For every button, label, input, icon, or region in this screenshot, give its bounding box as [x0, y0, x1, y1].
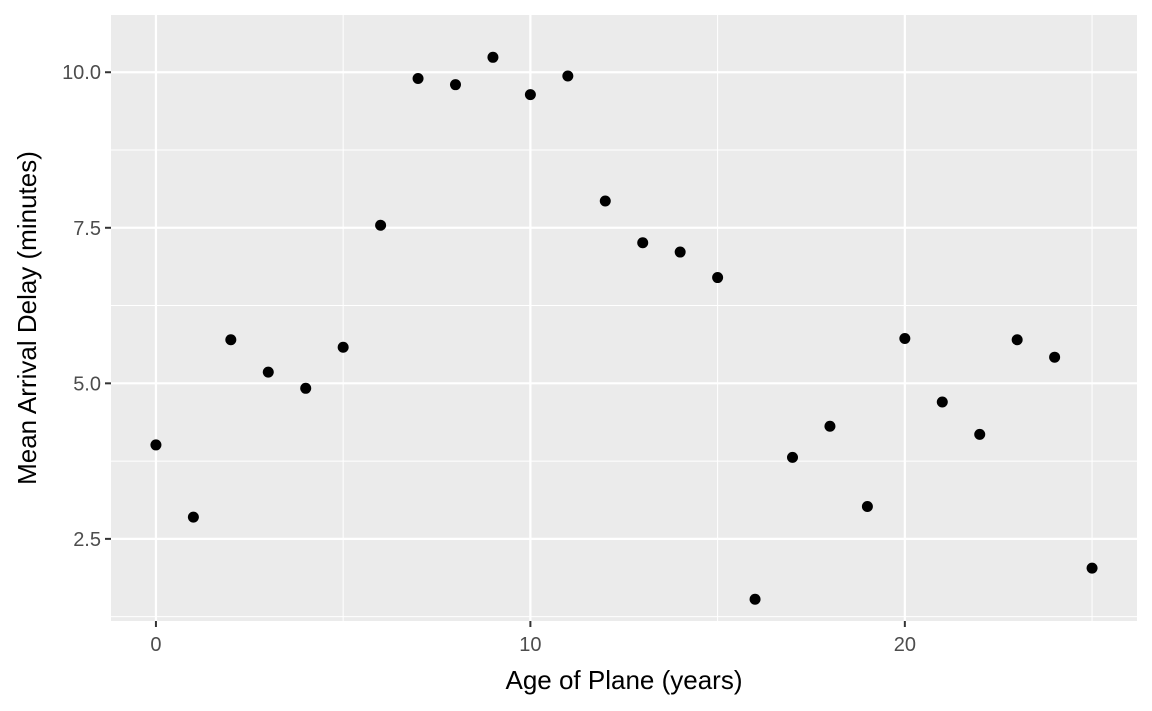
y-tick-label: 2.5	[73, 529, 101, 551]
data-point	[899, 333, 911, 345]
data-point	[225, 334, 237, 346]
y-tick-label: 5.0	[73, 373, 101, 395]
data-point	[187, 511, 199, 523]
data-point	[749, 593, 761, 605]
y-tick-label: 7.5	[73, 218, 101, 240]
data-point	[861, 501, 873, 513]
major-gridlines	[111, 15, 1137, 621]
data-point	[375, 219, 387, 231]
x-axis-title: Age of Plane (years)	[505, 665, 742, 695]
data-points	[150, 51, 1098, 605]
data-point	[599, 195, 611, 207]
data-point	[487, 51, 499, 63]
data-point	[262, 366, 274, 378]
data-point	[524, 89, 536, 101]
minor-gridlines	[111, 15, 1137, 621]
data-point	[712, 272, 724, 284]
y-axis-title: Mean Arrival Delay (minutes)	[12, 151, 42, 485]
data-point	[674, 246, 686, 258]
x-tick-label: 0	[150, 634, 161, 656]
x-axis: 0 10 20	[150, 621, 916, 656]
data-point	[637, 237, 649, 249]
plot-panel	[111, 15, 1137, 621]
data-point	[300, 382, 312, 394]
y-tick-label: 10.0	[62, 62, 101, 84]
data-point	[562, 70, 574, 82]
data-point	[1011, 334, 1023, 346]
data-point	[337, 341, 349, 353]
x-tick-label: 20	[894, 634, 916, 656]
data-point	[449, 79, 461, 91]
data-point	[824, 420, 836, 432]
data-point	[1086, 562, 1098, 574]
data-point	[787, 451, 799, 463]
y-axis: 2.5 5.0 7.5 10.0	[62, 62, 111, 551]
data-point	[412, 72, 424, 84]
data-point	[936, 396, 948, 408]
data-point	[974, 428, 986, 440]
x-tick-label: 10	[519, 634, 541, 656]
data-point	[150, 439, 162, 451]
data-point	[1049, 351, 1061, 363]
